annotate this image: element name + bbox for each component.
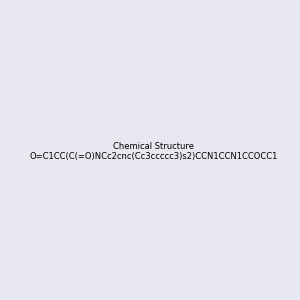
Text: Chemical Structure
O=C1CC(C(=O)NCc2cnc(Cc3ccccc3)s2)CCN1CCN1CCOCC1: Chemical Structure O=C1CC(C(=O)NCc2cnc(C… bbox=[30, 142, 278, 161]
